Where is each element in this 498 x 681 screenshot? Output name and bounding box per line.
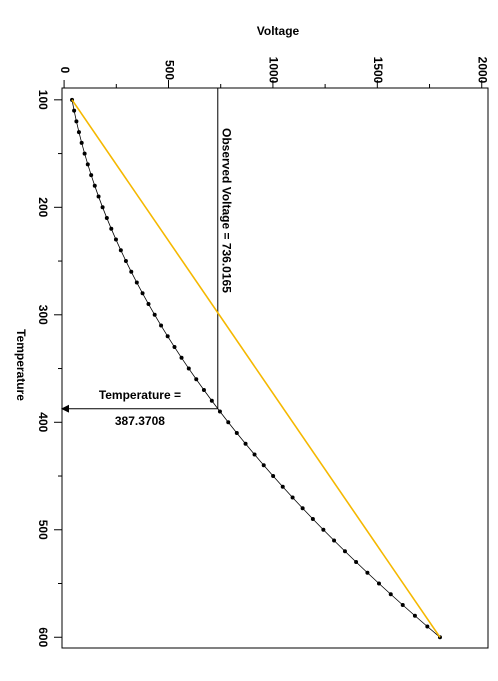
data-point xyxy=(76,130,81,135)
x-tick-label: 1500 xyxy=(371,57,385,84)
data-point xyxy=(129,269,134,274)
data-point xyxy=(388,592,393,597)
data-point xyxy=(113,237,118,242)
data-point xyxy=(186,366,191,371)
y-tick-label: 500 xyxy=(36,520,50,540)
data-point xyxy=(271,474,276,479)
data-point xyxy=(140,291,145,296)
data-point xyxy=(332,538,337,543)
data-point xyxy=(72,108,77,113)
data-point xyxy=(217,409,222,414)
data-point xyxy=(201,388,206,393)
series-line xyxy=(71,99,441,638)
data-point xyxy=(280,484,285,489)
x-tick-label: 500 xyxy=(162,60,176,80)
data-point xyxy=(82,151,87,156)
data-point xyxy=(118,248,123,253)
x-axis-title: Voltage xyxy=(257,24,300,38)
data-point xyxy=(104,216,109,221)
data-point xyxy=(146,302,151,307)
data-point xyxy=(92,183,97,188)
temperature-label: 387.3708 xyxy=(115,414,165,428)
data-point xyxy=(310,517,315,522)
data-point xyxy=(172,345,177,350)
data-point xyxy=(365,570,370,575)
data-point xyxy=(109,226,114,231)
y-tick-label: 200 xyxy=(36,197,50,217)
data-point xyxy=(179,355,184,360)
data-point xyxy=(243,441,248,446)
data-point xyxy=(165,334,170,339)
data-point xyxy=(354,560,359,565)
data-point xyxy=(134,280,139,285)
data-point xyxy=(79,140,84,145)
data-point xyxy=(159,323,164,328)
data-point xyxy=(425,624,430,629)
plot-frame xyxy=(61,87,489,649)
x-tick-label: 2000 xyxy=(476,57,490,84)
data-point xyxy=(252,452,257,457)
data-point xyxy=(261,463,266,468)
data-point xyxy=(342,549,347,554)
y-tick-label: 300 xyxy=(36,305,50,325)
data-point xyxy=(321,527,326,532)
y-tick-label: 600 xyxy=(36,627,50,647)
y-axis-title: Temperature xyxy=(14,329,28,401)
data-point xyxy=(74,119,79,124)
data-point xyxy=(226,420,231,425)
data-point xyxy=(209,398,214,403)
observed-voltage-label: Observed Voltage = 736.0165 xyxy=(220,128,234,293)
data-point xyxy=(152,312,157,317)
data-point xyxy=(85,162,90,167)
x-tick-label: 1000 xyxy=(267,57,281,84)
data-point xyxy=(100,205,105,210)
data-point xyxy=(400,603,405,608)
data-point xyxy=(89,173,94,178)
y-tick-label: 100 xyxy=(36,90,50,110)
data-point xyxy=(300,506,305,511)
y-tick-label: 400 xyxy=(36,412,50,432)
data-point xyxy=(234,431,239,436)
data-point xyxy=(412,613,417,618)
temperature-label: Temperature = xyxy=(99,388,181,402)
data-point xyxy=(123,259,128,264)
data-point xyxy=(194,377,199,382)
data-point xyxy=(290,495,295,500)
x-tick-label: 0 xyxy=(58,67,72,74)
data-point xyxy=(376,581,381,586)
data-point xyxy=(96,194,101,199)
